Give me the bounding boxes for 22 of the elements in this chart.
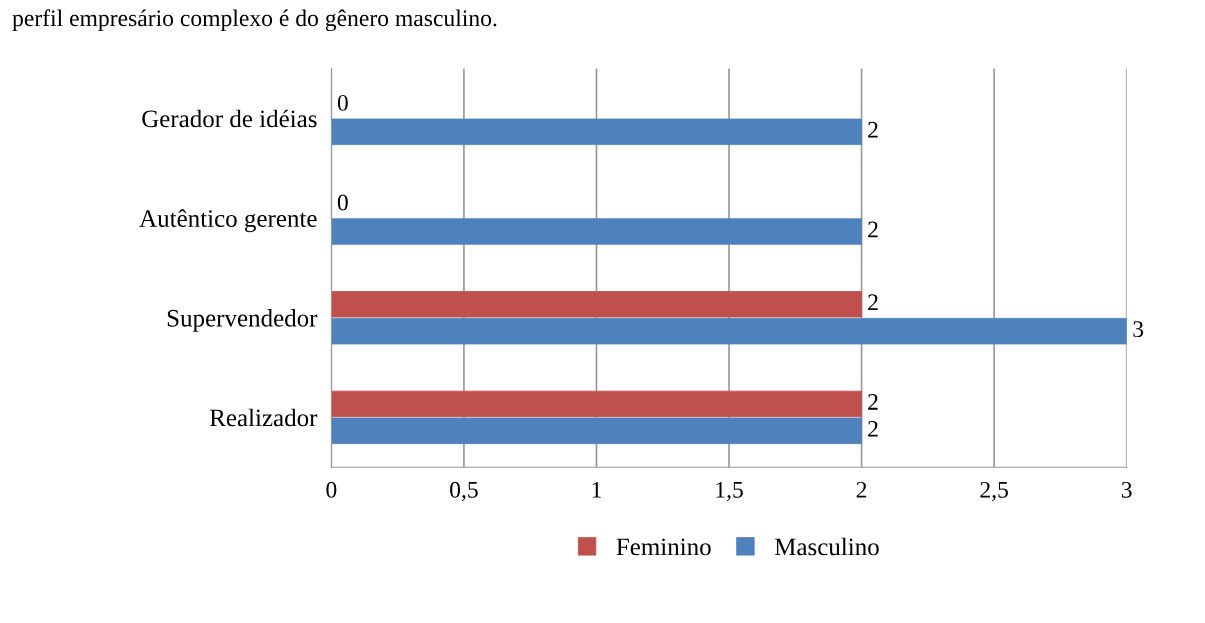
- x-tick-label: 2,5: [980, 481, 1008, 502]
- y-tick-label: Gerador de idéias: [142, 109, 317, 128]
- x-tick-label: 1: [592, 481, 601, 498]
- data-label: 2: [868, 221, 878, 238]
- data-label: 0: [337, 194, 348, 211]
- data-label: 2: [868, 420, 878, 437]
- x-tick-label: 0: [326, 481, 337, 498]
- data-label: 3: [1133, 321, 1144, 338]
- data-label: 2: [868, 394, 878, 410]
- x-tick-label: 0,5: [450, 481, 478, 502]
- y-tick-label: Supervendedor: [167, 309, 318, 332]
- text: perfil empresário complexo é do gênero masculino.: [12, 9, 497, 32]
- x-tick-label: 2: [856, 481, 867, 498]
- legend-label: Masculino: [774, 537, 879, 556]
- data-label: 0: [337, 94, 348, 111]
- data-label: 2: [868, 294, 878, 310]
- data-label: 2: [868, 121, 878, 138]
- legend-label: Feminino: [616, 538, 711, 556]
- y-tick-label: Realizador: [209, 408, 318, 427]
- y-tick-label: Autêntico gerente: [139, 209, 317, 233]
- x-tick-label: 1,5: [716, 481, 743, 502]
- x-tick-label: 3: [1121, 481, 1132, 498]
